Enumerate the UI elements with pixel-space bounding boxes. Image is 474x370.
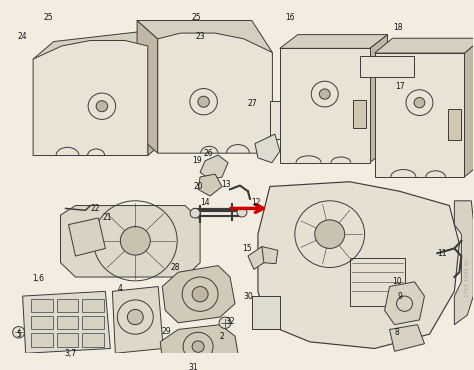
Polygon shape [374, 53, 465, 177]
Bar [31, 316, 53, 329]
Polygon shape [198, 174, 222, 196]
Polygon shape [258, 182, 459, 349]
Polygon shape [455, 201, 474, 324]
Polygon shape [280, 35, 388, 48]
Circle shape [237, 208, 247, 217]
Text: 23: 23 [195, 33, 205, 41]
Bar [56, 299, 79, 312]
Polygon shape [148, 28, 168, 155]
Bar [31, 299, 53, 312]
Polygon shape [137, 20, 158, 153]
Circle shape [319, 89, 330, 99]
Text: 11: 11 [438, 249, 447, 258]
Text: 2: 2 [219, 332, 224, 341]
Text: 10: 10 [392, 277, 401, 286]
Text: 24: 24 [18, 33, 27, 41]
Bar [31, 333, 53, 347]
Bar [82, 299, 104, 312]
Text: 22: 22 [91, 204, 100, 213]
Polygon shape [360, 56, 414, 77]
Text: 20: 20 [193, 182, 203, 191]
Text: 8: 8 [394, 328, 399, 337]
Bar [354, 100, 366, 128]
Polygon shape [370, 35, 388, 163]
Polygon shape [158, 33, 273, 153]
Polygon shape [33, 40, 148, 155]
Text: 31: 31 [188, 363, 198, 370]
Text: 16: 16 [285, 13, 295, 22]
Text: 29: 29 [161, 327, 171, 336]
Text: 26: 26 [203, 149, 213, 158]
Circle shape [192, 341, 204, 352]
Polygon shape [137, 20, 273, 53]
Text: 13: 13 [221, 180, 231, 189]
Polygon shape [280, 48, 370, 163]
Circle shape [192, 286, 208, 302]
Bar [82, 333, 104, 347]
Circle shape [414, 98, 425, 108]
Polygon shape [112, 286, 163, 353]
Text: 3,7: 3,7 [64, 349, 77, 358]
Polygon shape [23, 291, 110, 353]
Bar [350, 258, 404, 306]
Text: 19: 19 [192, 156, 202, 165]
Text: 27: 27 [247, 99, 257, 108]
Text: 1751 1044 SG: 1751 1044 SG [465, 258, 470, 297]
Text: 9: 9 [397, 292, 402, 300]
Text: 17: 17 [395, 82, 404, 91]
Polygon shape [69, 218, 105, 256]
Polygon shape [200, 155, 228, 180]
Text: 25: 25 [191, 13, 201, 22]
Circle shape [190, 208, 200, 218]
Text: 4: 4 [118, 284, 123, 293]
Bar [82, 316, 104, 329]
Bar [56, 333, 79, 347]
Text: 25: 25 [44, 13, 54, 22]
Text: 28: 28 [171, 263, 180, 272]
Polygon shape [374, 38, 474, 53]
Text: 32: 32 [225, 317, 235, 326]
Polygon shape [262, 246, 278, 264]
Polygon shape [390, 324, 424, 352]
Text: 14: 14 [201, 198, 210, 207]
Polygon shape [384, 282, 424, 324]
Circle shape [219, 317, 231, 329]
Bar [252, 296, 280, 329]
Polygon shape [270, 101, 280, 139]
Text: 1,6: 1,6 [33, 275, 45, 283]
Polygon shape [160, 324, 238, 367]
Text: 12: 12 [251, 198, 261, 207]
Polygon shape [465, 38, 474, 177]
Polygon shape [248, 246, 268, 269]
Text: 18: 18 [393, 23, 402, 32]
Bar [56, 316, 79, 329]
Text: 21: 21 [103, 213, 112, 222]
Bar [448, 109, 461, 140]
Text: 15: 15 [242, 244, 252, 253]
Text: 30: 30 [243, 292, 253, 300]
Polygon shape [61, 206, 200, 277]
Circle shape [13, 327, 25, 338]
Polygon shape [162, 266, 235, 323]
Circle shape [120, 226, 150, 255]
Circle shape [315, 220, 345, 248]
Circle shape [96, 101, 108, 112]
Circle shape [198, 96, 210, 107]
Circle shape [128, 309, 143, 324]
Polygon shape [33, 28, 168, 59]
Text: 5: 5 [16, 330, 21, 339]
Polygon shape [255, 134, 280, 163]
